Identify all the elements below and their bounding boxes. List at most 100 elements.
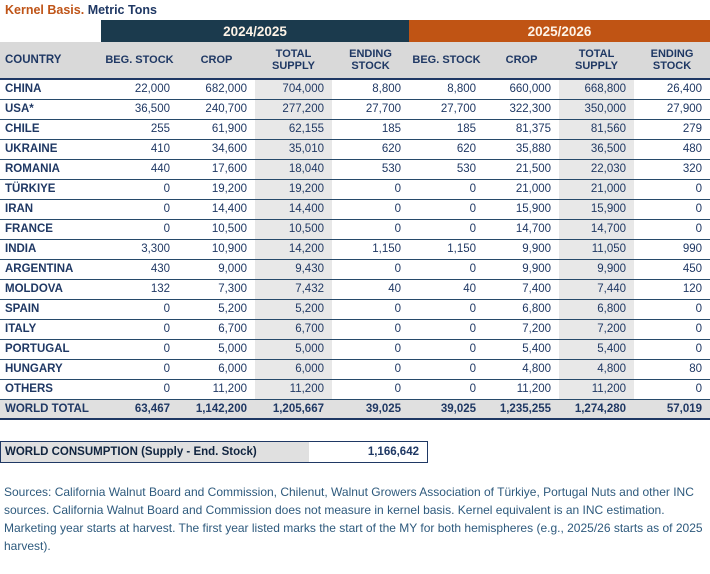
value-cell: 0 — [332, 219, 410, 240]
country-cell: UKRAINE — [0, 139, 101, 160]
value-cell: 1,235,255 — [484, 398, 560, 420]
country-cell: USA* — [0, 99, 101, 120]
table-row: ITALY 0 6,700 6,700 0 0 7,200 7,200 0 — [0, 319, 710, 340]
value-cell: 1,150 — [332, 239, 410, 260]
table-row: TÜRKIYE 0 19,200 19,200 0 0 21,000 21,000 0 — [0, 179, 710, 200]
value-cell: 5,400 — [484, 339, 560, 360]
value-cell: 6,000 — [255, 359, 332, 380]
value-cell: 1,205,667 — [255, 398, 332, 420]
value-cell: 0 — [634, 199, 710, 220]
value-cell: 0 — [634, 379, 710, 400]
world-total-row: WORLD TOTAL 63,467 1,142,200 1,205,667 39,02… — [0, 398, 710, 420]
column-header-row: COUNTRY BEG. STOCK CROP TOTAL SUPPLY END… — [0, 42, 710, 80]
value-cell: 430 — [101, 259, 178, 280]
sources-note: Sources: California Walnut Board and Com… — [4, 485, 703, 553]
table-body: CHINA 22,000 682,000 704,000 8,800 8,800 660,0… — [0, 79, 710, 420]
value-cell: 410 — [101, 139, 178, 160]
value-cell: 6,700 — [255, 319, 332, 340]
value-cell: 21,000 — [559, 179, 635, 200]
value-cell: 255 — [101, 119, 178, 140]
value-cell: 9,000 — [178, 259, 255, 280]
value-cell: 26,400 — [634, 79, 710, 100]
world-consumption-value: 1,166,642 — [309, 442, 427, 462]
column-header: TOTAL SUPPLY — [255, 42, 332, 80]
value-cell: 682,000 — [178, 79, 255, 100]
country-cell: PORTUGAL — [0, 339, 101, 360]
value-cell: 14,400 — [178, 199, 255, 220]
value-cell: 660,000 — [484, 79, 560, 100]
value-cell: 0 — [409, 179, 485, 200]
table-row: CHINA 22,000 682,000 704,000 8,800 8,800 660,0… — [0, 79, 710, 100]
value-cell: 8,800 — [409, 79, 485, 100]
value-cell: 0 — [409, 299, 485, 320]
year-band-2024-2025: 2024/2025 — [101, 20, 410, 42]
table-row: INDIA 3,300 10,900 14,200 1,150 1,150 9,900 11,… — [0, 239, 710, 260]
value-cell: 10,900 — [178, 239, 255, 260]
value-cell: 5,200 — [255, 299, 332, 320]
value-cell: 0 — [634, 299, 710, 320]
value-cell: 15,900 — [484, 199, 560, 220]
value-cell: 185 — [409, 119, 485, 140]
value-cell: 63,467 — [101, 398, 178, 420]
value-cell: 5,200 — [178, 299, 255, 320]
column-header: TOTAL SUPPLY — [559, 42, 635, 80]
value-cell: 0 — [101, 199, 178, 220]
value-cell: 11,200 — [255, 379, 332, 400]
value-cell: 1,142,200 — [178, 398, 255, 420]
column-header: BEG. STOCK — [101, 42, 178, 80]
column-header: CROP — [178, 42, 255, 80]
country-cell: HUNGARY — [0, 359, 101, 380]
value-cell: 9,900 — [484, 259, 560, 280]
value-cell: 10,500 — [178, 219, 255, 240]
value-cell: 0 — [332, 339, 410, 360]
value-cell: 530 — [332, 159, 410, 180]
value-cell: 21,000 — [484, 179, 560, 200]
table-row: IRAN 0 14,400 14,400 0 0 15,900 15,900 0 — [0, 199, 710, 220]
value-cell: 668,800 — [559, 79, 635, 100]
value-cell: 5,000 — [178, 339, 255, 360]
value-cell: 185 — [332, 119, 410, 140]
table-row: OTHERS 0 11,200 11,200 0 0 11,200 11,200 0 — [0, 379, 710, 400]
value-cell: 27,900 — [634, 99, 710, 120]
column-header: ENDING STOCK — [332, 42, 410, 80]
value-cell: 35,010 — [255, 139, 332, 160]
table-row: ROMANIA 440 17,600 18,040 530 530 21,500 22,030… — [0, 159, 710, 180]
country-cell: WORLD TOTAL — [0, 398, 101, 420]
value-cell: 14,400 — [255, 199, 332, 220]
country-cell: ARGENTINA — [0, 259, 101, 280]
value-cell: 0 — [634, 319, 710, 340]
value-cell: 17,600 — [178, 159, 255, 180]
table-row: HUNGARY 0 6,000 6,000 0 0 4,800 4,800 80 — [0, 359, 710, 380]
value-cell: 18,040 — [255, 159, 332, 180]
value-cell: 9,430 — [255, 259, 332, 280]
value-cell: 3,300 — [101, 239, 178, 260]
value-cell: 0 — [409, 259, 485, 280]
value-cell: 320 — [634, 159, 710, 180]
value-cell: 240,700 — [178, 99, 255, 120]
value-cell: 0 — [101, 179, 178, 200]
table-row: SPAIN 0 5,200 5,200 0 0 6,800 6,800 0 — [0, 299, 710, 320]
value-cell: 0 — [101, 299, 178, 320]
value-cell: 120 — [634, 279, 710, 300]
value-cell: 39,025 — [409, 398, 485, 420]
value-cell: 704,000 — [255, 79, 332, 100]
title-accent: Kernel Basis. — [5, 3, 85, 17]
country-cell: FRANCE — [0, 219, 101, 240]
value-cell: 0 — [409, 319, 485, 340]
table-row: PORTUGAL 0 5,000 5,000 0 0 5,400 5,400 0 — [0, 339, 710, 360]
value-cell: 350,000 — [559, 99, 635, 120]
value-cell: 277,200 — [255, 99, 332, 120]
value-cell: 22,030 — [559, 159, 635, 180]
value-cell: 81,375 — [484, 119, 560, 140]
value-cell: 0 — [409, 199, 485, 220]
column-header: ENDING STOCK — [634, 42, 710, 80]
value-cell: 7,200 — [484, 319, 560, 340]
country-cell: ITALY — [0, 319, 101, 340]
value-cell: 34,600 — [178, 139, 255, 160]
column-header: BEG. STOCK — [409, 42, 485, 80]
column-header: CROP — [484, 42, 560, 80]
value-cell: 81,560 — [559, 119, 635, 140]
value-cell: 0 — [101, 339, 178, 360]
year-band-2025-2026: 2025/2026 — [409, 20, 710, 42]
